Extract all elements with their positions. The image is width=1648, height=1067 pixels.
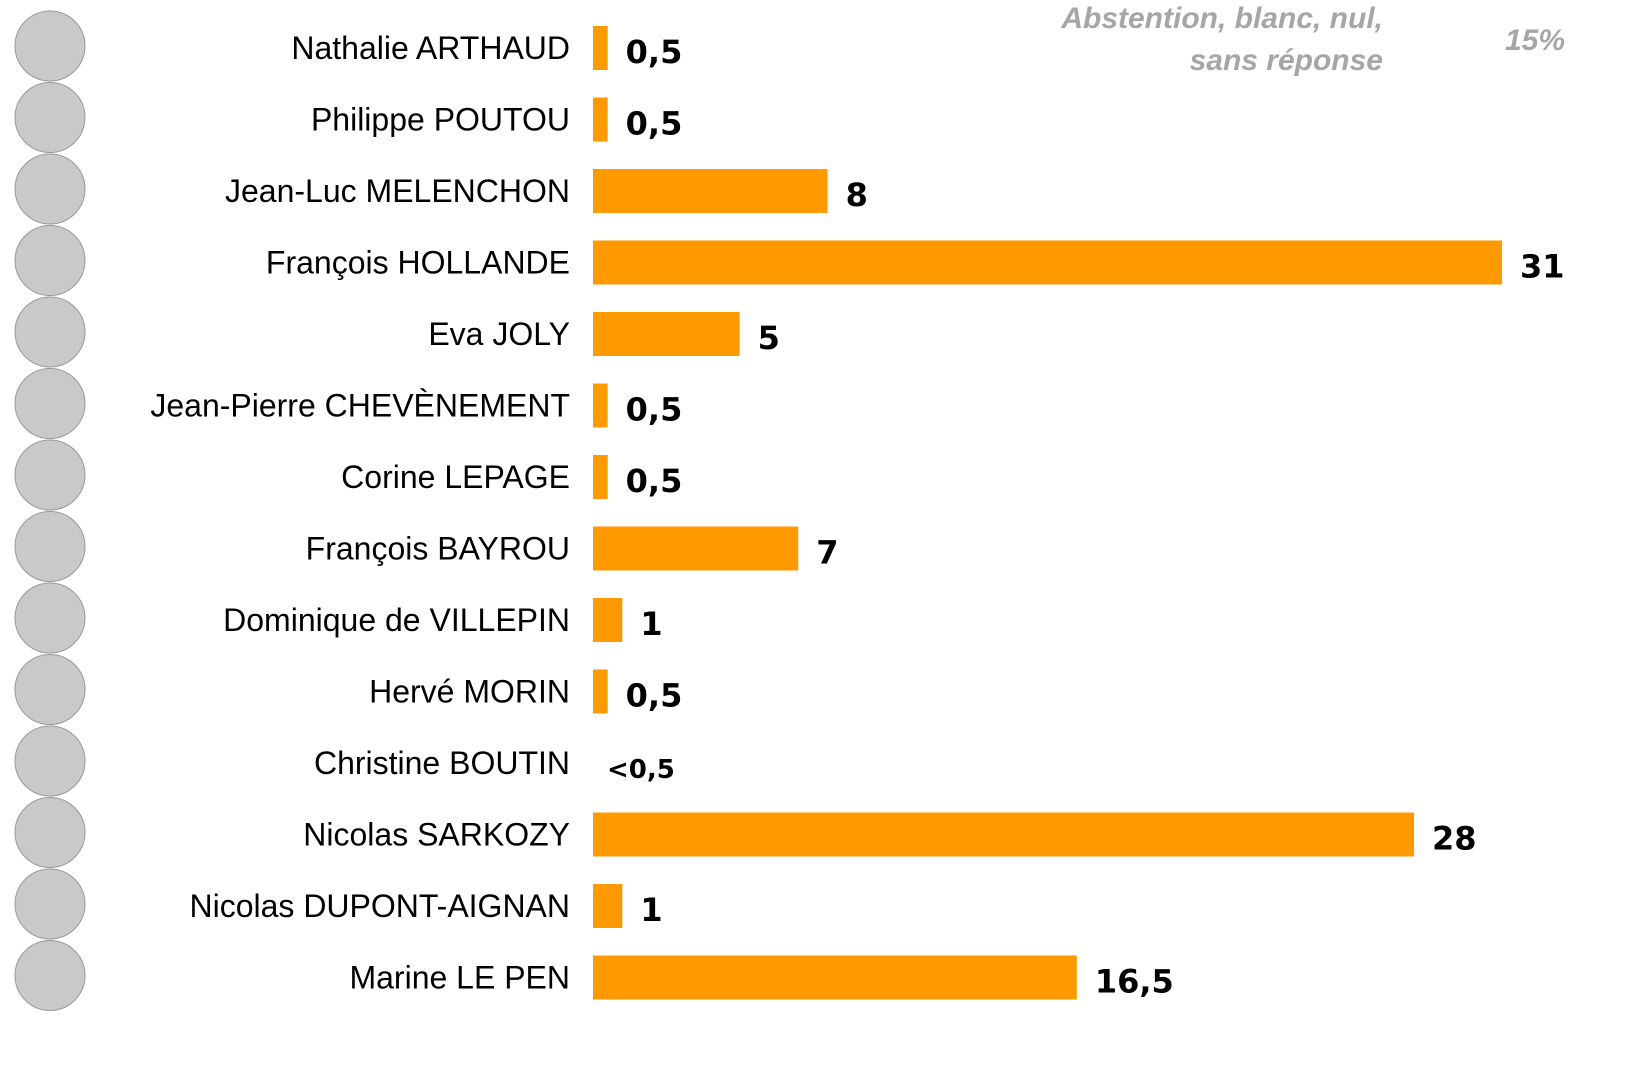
bar	[593, 384, 608, 428]
category-label: François BAYROU	[306, 531, 570, 567]
bar	[593, 312, 740, 356]
category-label: Nicolas SARKOZY	[303, 817, 570, 853]
value-label: 28	[1432, 820, 1477, 858]
value-label: <0,5	[607, 755, 675, 785]
chart: Abstention, blanc, nul, sans réponse 15%…	[0, 0, 1648, 1067]
bar	[593, 956, 1077, 1000]
value-label: 1	[640, 605, 662, 643]
annotation: Abstention, blanc, nul,	[1060, 2, 1383, 35]
avatar	[15, 869, 85, 939]
bar	[593, 527, 798, 571]
avatar	[15, 655, 85, 725]
annotation: sans réponse	[1190, 44, 1383, 77]
annotation: 15%	[1505, 24, 1565, 57]
avatar	[15, 726, 85, 796]
value-label: 16,5	[1095, 963, 1174, 1001]
value-label: 7	[816, 534, 838, 572]
category-label: Eva JOLY	[428, 316, 570, 352]
category-label: Philippe POUTOU	[311, 102, 570, 138]
avatar	[15, 798, 85, 868]
category-label: Jean-Pierre CHEVÈNEMENT	[150, 388, 570, 424]
category-label: Jean-Luc MELENCHON	[225, 173, 570, 209]
bar	[593, 26, 608, 70]
bar	[593, 455, 608, 499]
bar	[593, 598, 622, 642]
bar	[593, 169, 828, 213]
bar	[593, 98, 608, 142]
category-label: Dominique de VILLEPIN	[223, 602, 570, 638]
avatar	[15, 583, 85, 653]
avatar	[15, 440, 85, 510]
category-label: Corine LEPAGE	[341, 459, 570, 495]
value-label: 8	[846, 176, 868, 214]
value-label: 5	[758, 319, 780, 357]
value-label: 0,5	[626, 33, 683, 71]
value-label: 0,5	[626, 391, 683, 429]
bar	[593, 241, 1502, 285]
category-label: François HOLLANDE	[266, 245, 570, 281]
avatar	[15, 297, 85, 367]
bar	[593, 884, 622, 928]
value-label: 0,5	[626, 677, 683, 715]
value-label: 1	[640, 891, 662, 929]
bar	[593, 813, 1414, 857]
avatar	[15, 154, 85, 224]
value-label: 31	[1520, 248, 1565, 286]
category-label: Nathalie ARTHAUD	[291, 30, 570, 66]
category-label: Christine BOUTIN	[314, 745, 570, 781]
avatar	[15, 369, 85, 439]
avatar	[15, 226, 85, 296]
bar	[593, 670, 608, 714]
category-label: Hervé MORIN	[369, 674, 570, 710]
avatar	[15, 512, 85, 582]
category-label: Marine LE PEN	[349, 960, 570, 996]
avatar	[15, 83, 85, 153]
avatar	[15, 11, 85, 81]
value-label: 0,5	[626, 105, 683, 143]
value-label: 0,5	[626, 462, 683, 500]
category-label: Nicolas DUPONT-AIGNAN	[190, 888, 571, 924]
avatar	[15, 941, 85, 1011]
